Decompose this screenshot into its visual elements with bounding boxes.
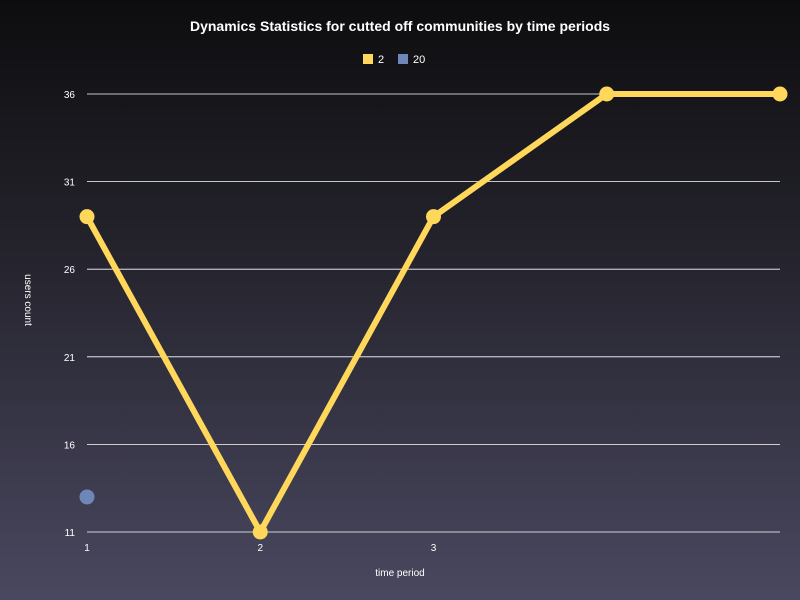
grid-lines bbox=[87, 93, 780, 533]
y-tick-label: 36 bbox=[64, 90, 76, 101]
series-line bbox=[84, 91, 783, 535]
series-layer bbox=[79, 86, 788, 540]
y-tick-label: 26 bbox=[64, 265, 76, 276]
data-point bbox=[599, 86, 615, 102]
data-point bbox=[79, 209, 95, 225]
legend-swatch bbox=[398, 54, 408, 64]
legend-label: 2 bbox=[378, 54, 384, 66]
data-point bbox=[772, 86, 788, 102]
legend: 2 20 bbox=[363, 54, 425, 66]
x-axis-ticks: 1 2 3 bbox=[84, 543, 437, 554]
data-point bbox=[252, 524, 268, 540]
data-point bbox=[79, 489, 95, 505]
x-axis-label: time period bbox=[375, 568, 424, 579]
y-axis-label: users count bbox=[22, 274, 33, 326]
x-tick-label: 1 bbox=[84, 543, 90, 554]
y-tick-label: 21 bbox=[64, 353, 76, 364]
y-tick-label: 16 bbox=[64, 440, 76, 451]
legend-swatch bbox=[363, 54, 373, 64]
y-tick-label: 31 bbox=[64, 178, 76, 189]
chart-title: Dynamics Statistics for cutted off commu… bbox=[190, 18, 610, 34]
x-tick-label: 3 bbox=[431, 543, 437, 554]
x-tick-label: 2 bbox=[257, 543, 263, 554]
data-point bbox=[426, 209, 441, 225]
y-axis-ticks: 11 16 21 26 31 36 bbox=[64, 90, 76, 539]
y-tick-label: 11 bbox=[65, 528, 76, 539]
legend-label: 20 bbox=[413, 54, 425, 66]
